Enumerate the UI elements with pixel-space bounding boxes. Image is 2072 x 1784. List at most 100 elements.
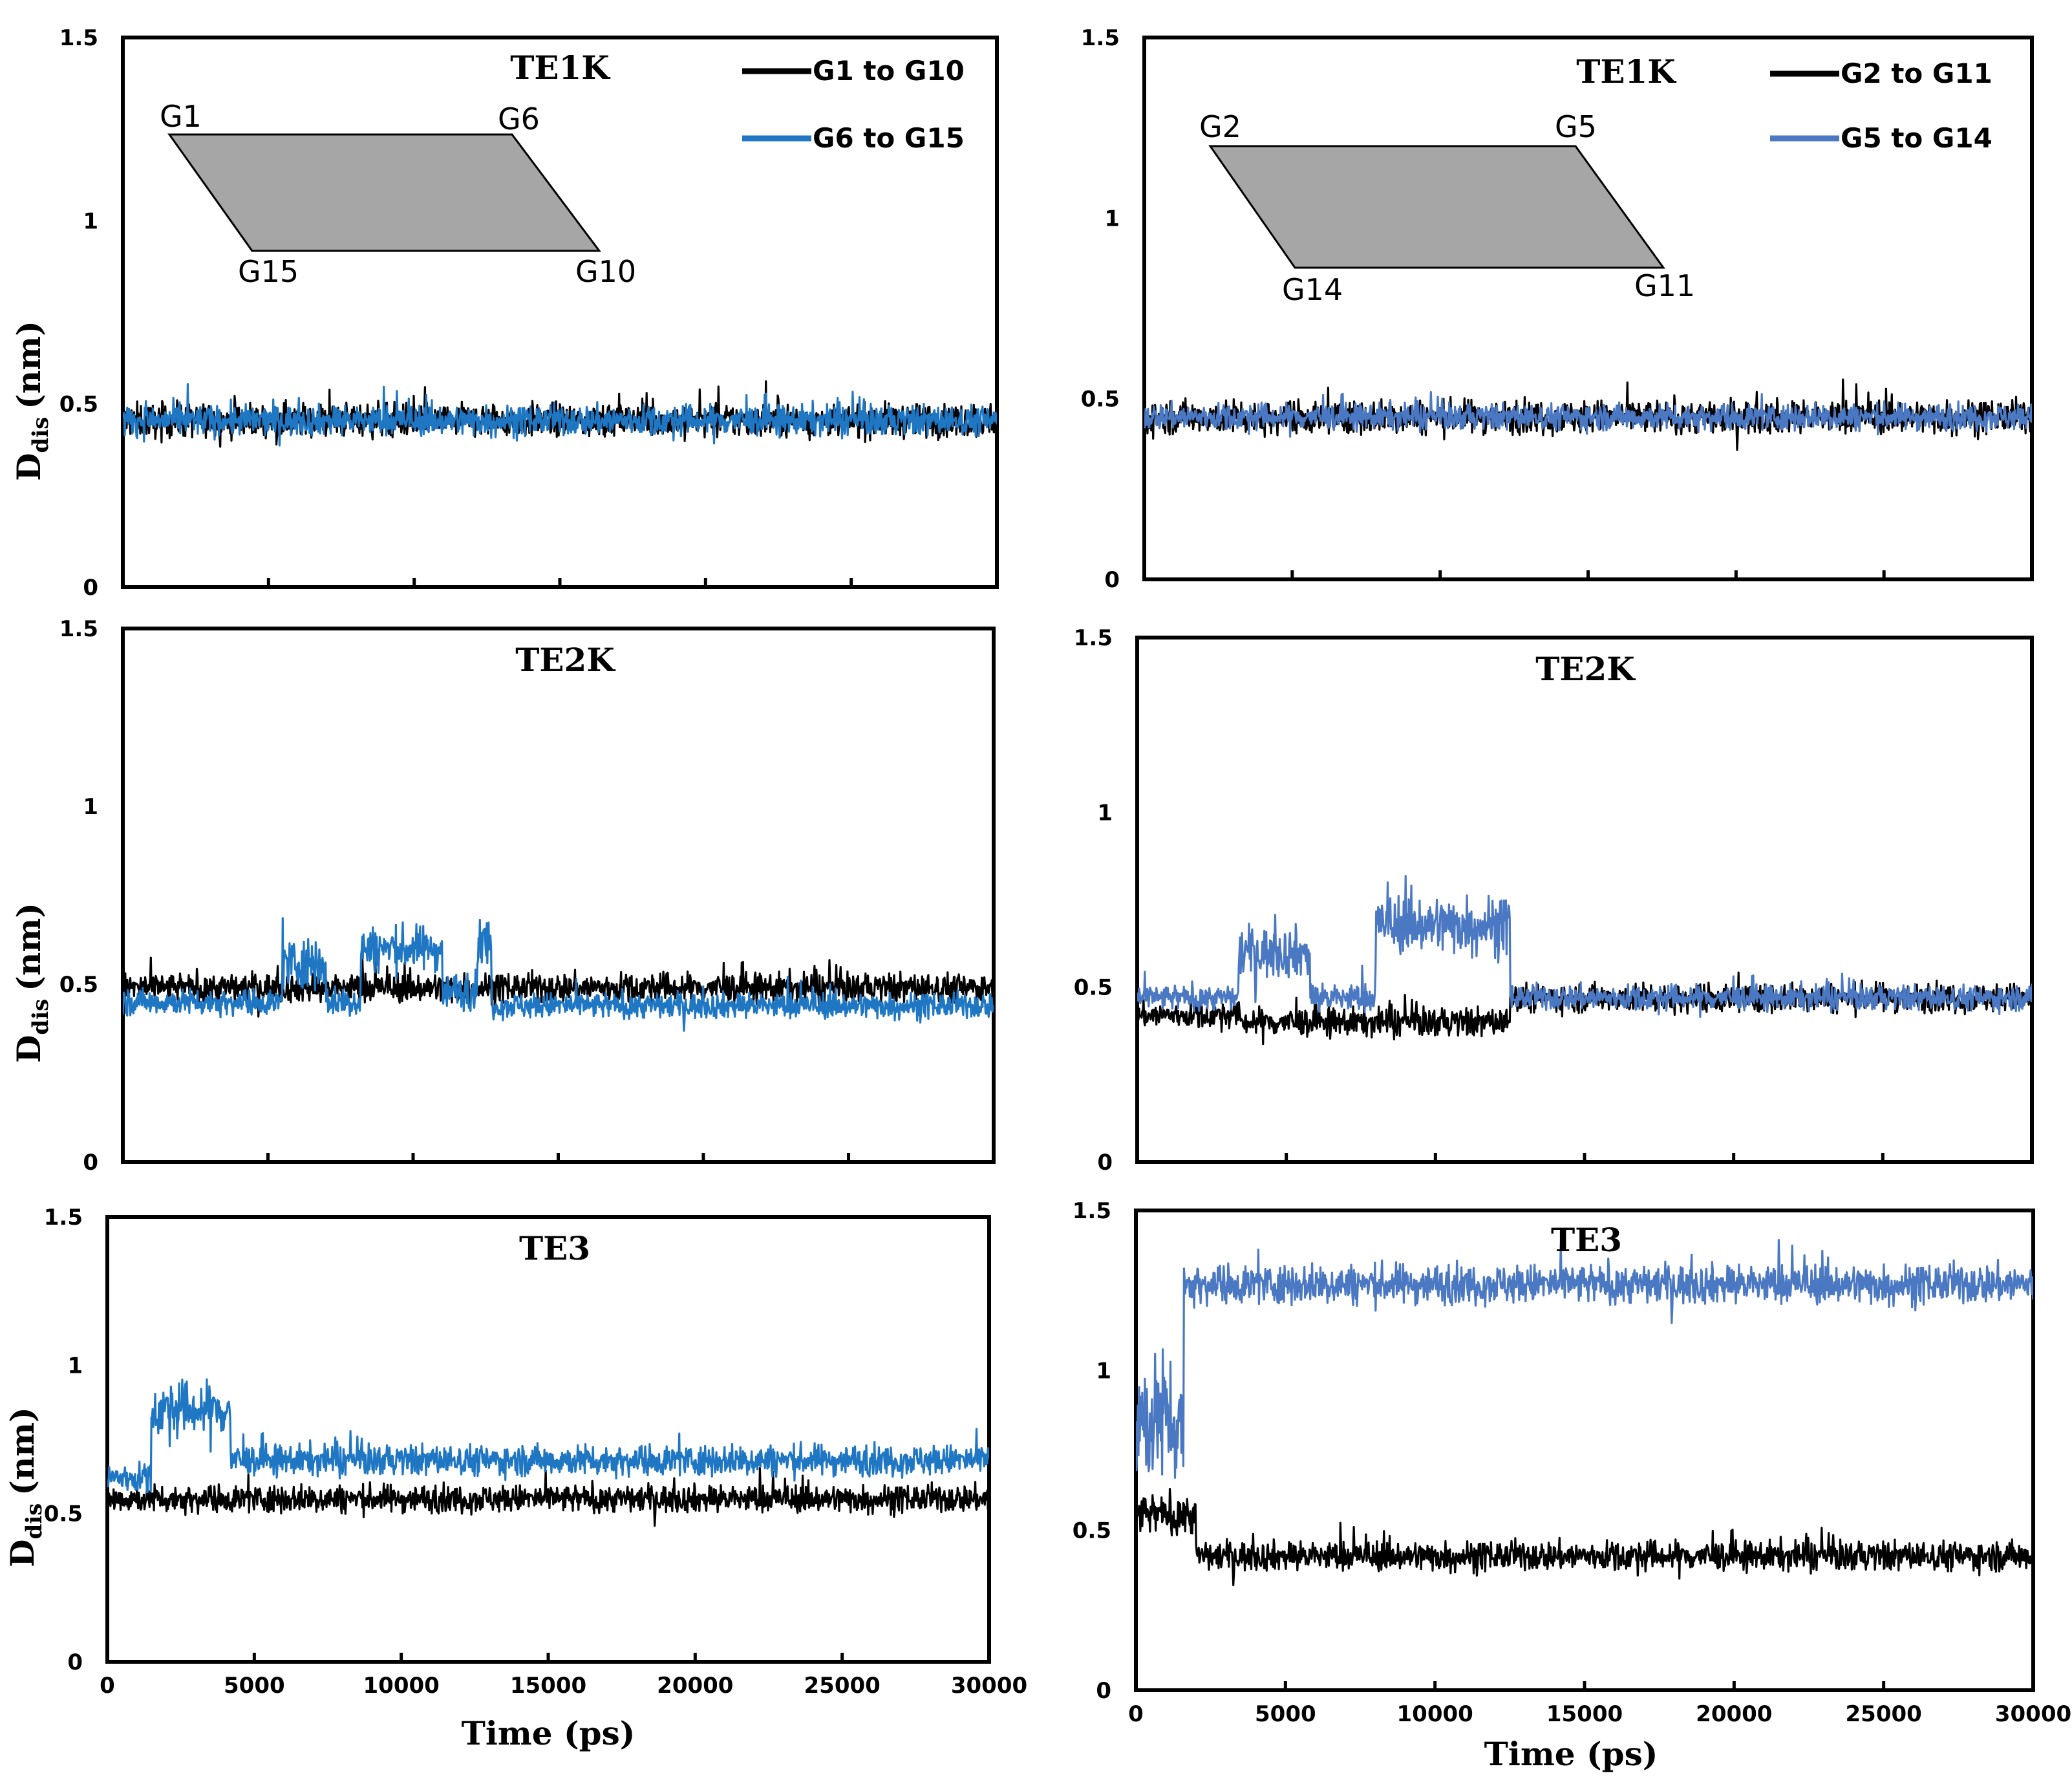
- y-tick-label: 1: [83, 794, 98, 820]
- svg-text:Ddis(nm): Ddis (nm): [10, 321, 54, 481]
- y-tick-label: 1.5: [44, 1205, 83, 1231]
- panel-te3-left: 00.511.5 0 5000 10000 15000 20000 25000 30000 …: [44, 1205, 1027, 1752]
- x-tick-label: 0: [100, 1673, 115, 1699]
- series-line-blue: [107, 1378, 989, 1494]
- y-axis-title-symbol: D: [10, 453, 48, 481]
- series-line-black: [1136, 1488, 2033, 1587]
- panel-title: TE2K: [1535, 650, 1636, 688]
- x-tick-label: 25000: [804, 1673, 881, 1699]
- y-tick-label: 0.5: [1073, 1518, 1111, 1544]
- legend: G2 to G11 G5 to G14: [1770, 58, 1992, 154]
- y-tick-label: 0.5: [59, 972, 98, 998]
- inset-label: G5: [1555, 109, 1597, 144]
- y-tick-label: 0: [67, 1650, 83, 1675]
- plot-frame: [1135, 636, 2034, 1164]
- y-axis-title-top: Ddis (nm): [10, 321, 54, 481]
- panel-title: TE3: [1551, 1221, 1622, 1259]
- x-tick-label: 25000: [1846, 1701, 1922, 1727]
- y-tick-label: 0.5: [59, 392, 98, 418]
- panel-te1k-right: 0 0.5 1 1.5 TE1K G2 to G11 G5 to G14 G2 G5 …: [1081, 25, 2034, 593]
- panel-title: TE3: [519, 1229, 590, 1267]
- y-axis-title-subscript: dis: [28, 417, 54, 453]
- panel-te3-right: 00.511.5 0 5000 10000 15000 20000 25000 30000 …: [1073, 1198, 2071, 1773]
- x-axis-title: Time (ps): [462, 1714, 635, 1752]
- inset-label: G15: [238, 254, 299, 289]
- legend-label: G6 to G15: [813, 122, 965, 154]
- svg-text:Ddis(nm): Ddis (nm): [3, 1407, 47, 1567]
- inset-label: G6: [498, 102, 540, 136]
- inset-parallelogram: G1 G6 G15 G10: [160, 99, 636, 289]
- series-line-blue: [1137, 875, 2032, 1018]
- y-tick-label: 1: [1097, 800, 1113, 826]
- y-tick-label: 1: [83, 208, 98, 234]
- y-tick-label: 1.5: [1074, 625, 1113, 651]
- plot-frame: [121, 36, 999, 589]
- y-axis-title-bottom: Ddis (nm): [3, 1407, 47, 1567]
- legend: G1 to G10 G6 to G15: [742, 55, 965, 154]
- inset-shape: [1208, 145, 1665, 269]
- inset-parallelogram: G2 G5 G14 G11: [1199, 109, 1695, 307]
- y-tick-label: 1: [1096, 1358, 1111, 1384]
- svg-text:Ddis(nm): Ddis (nm): [10, 903, 54, 1063]
- y-tick-label: 1: [1104, 206, 1120, 231]
- panel-te2k-left: 0 0.5 1 1.5 TE2K: [59, 616, 996, 1176]
- y-axis-title-symbol: D: [10, 1035, 48, 1063]
- x-tick-label: 30000: [1995, 1701, 2071, 1727]
- y-axis-title-middle: Ddis (nm): [10, 903, 54, 1063]
- y-tick-label: 0: [1104, 567, 1120, 593]
- inset-label: G1: [160, 99, 202, 134]
- y-tick-label: 1.5: [1073, 1198, 1111, 1224]
- x-axis-title: Time (ps): [1484, 1735, 1658, 1773]
- y-tick-label: 0: [1097, 1150, 1113, 1176]
- plot-frame: [121, 627, 996, 1164]
- panel-te2k-right: 0 0.5 1 1.5 TE2K: [1074, 625, 2034, 1176]
- y-tick-label: 0.5: [1074, 975, 1113, 1001]
- y-axis-title-symbol: D: [3, 1540, 41, 1567]
- y-axis-title-unit: (nm): [10, 903, 48, 991]
- panel-title: TE2K: [515, 641, 615, 679]
- y-tick-label: 0.5: [44, 1501, 83, 1527]
- y-axis-title-unit: (nm): [10, 321, 48, 409]
- inset-shape: [167, 133, 601, 252]
- panel-title: TE1K: [510, 48, 610, 87]
- legend-label: G1 to G10: [813, 55, 965, 87]
- plot-frame: [1142, 36, 2034, 581]
- y-tick-label: 1.5: [59, 25, 98, 51]
- y-tick-label: 0: [83, 1150, 98, 1176]
- x-tick-label: 0: [1128, 1701, 1144, 1727]
- x-tick-label: 15000: [1546, 1701, 1623, 1727]
- inset-label: G10: [575, 254, 636, 289]
- y-tick-label: 1.5: [1081, 25, 1120, 51]
- y-tick-label: 1: [67, 1353, 83, 1379]
- y-axis-title-subscript: dis: [21, 1503, 47, 1540]
- y-tick-label: 0: [83, 575, 98, 601]
- inset-label: G11: [1634, 268, 1695, 303]
- plot-frame: [105, 1215, 991, 1664]
- x-tick-label: 5000: [1255, 1701, 1316, 1727]
- x-tick-label: 5000: [224, 1673, 285, 1699]
- series-line-blue: [1136, 1239, 2033, 1479]
- series-line-blue: [123, 383, 997, 447]
- inset-label: G14: [1282, 272, 1343, 307]
- series-line-black: [123, 954, 994, 1018]
- x-tick-label: 30000: [951, 1673, 1027, 1699]
- panel-title: TE1K: [1576, 52, 1676, 91]
- legend-label: G5 to G14: [1841, 122, 1992, 154]
- series-line-blue: [123, 917, 994, 1032]
- x-tick-label: 20000: [1696, 1701, 1772, 1727]
- x-tick-label: 10000: [1397, 1701, 1473, 1727]
- y-tick-label: 0.5: [1081, 387, 1120, 413]
- y-tick-label: 0: [1096, 1678, 1111, 1704]
- series-line-blue: [1144, 391, 2032, 438]
- y-axis-title-subscript: dis: [28, 999, 54, 1035]
- x-tick-label: 15000: [510, 1673, 586, 1699]
- x-tick-label: 10000: [363, 1673, 440, 1699]
- y-tick-label: 1.5: [59, 616, 98, 642]
- y-axis-title-unit: (nm): [3, 1407, 41, 1496]
- panel-te1k-left: 0 0.5 1 1.5 TE1K G1 to G10 G6 to G15 G1 G6 …: [59, 25, 999, 601]
- legend-label: G2 to G11: [1841, 58, 1992, 89]
- inset-label: G2: [1199, 109, 1241, 144]
- x-tick-label: 20000: [657, 1673, 733, 1699]
- series-line-black: [107, 1467, 989, 1527]
